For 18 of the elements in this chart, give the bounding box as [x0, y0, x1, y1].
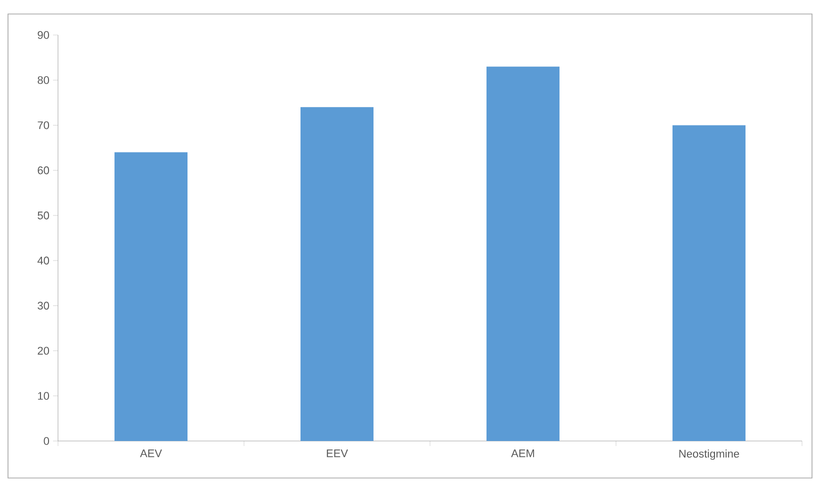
y-tick-label: 0 [44, 437, 50, 445]
bar [300, 107, 374, 441]
y-tick-label: 40 [37, 256, 50, 264]
x-tick-label: AEV [140, 450, 162, 458]
x-tick-label: Neostigmine [679, 450, 740, 460]
y-tick-label: 90 [38, 31, 50, 39]
bar [114, 152, 188, 441]
y-tick-label: 70 [38, 121, 50, 130]
x-tick-label: AEM [511, 450, 534, 458]
bar [486, 66, 560, 441]
y-tick-label: 50 [38, 212, 50, 220]
y-tick-label: 20 [38, 346, 50, 355]
y-tick-label: 80 [38, 76, 50, 84]
y-tick-label: 10 [38, 392, 50, 400]
y-tick-label: 60 [38, 166, 50, 174]
y-tick-label: 30 [38, 302, 50, 310]
x-tick-label: EEV [326, 450, 348, 458]
bar [672, 125, 746, 441]
